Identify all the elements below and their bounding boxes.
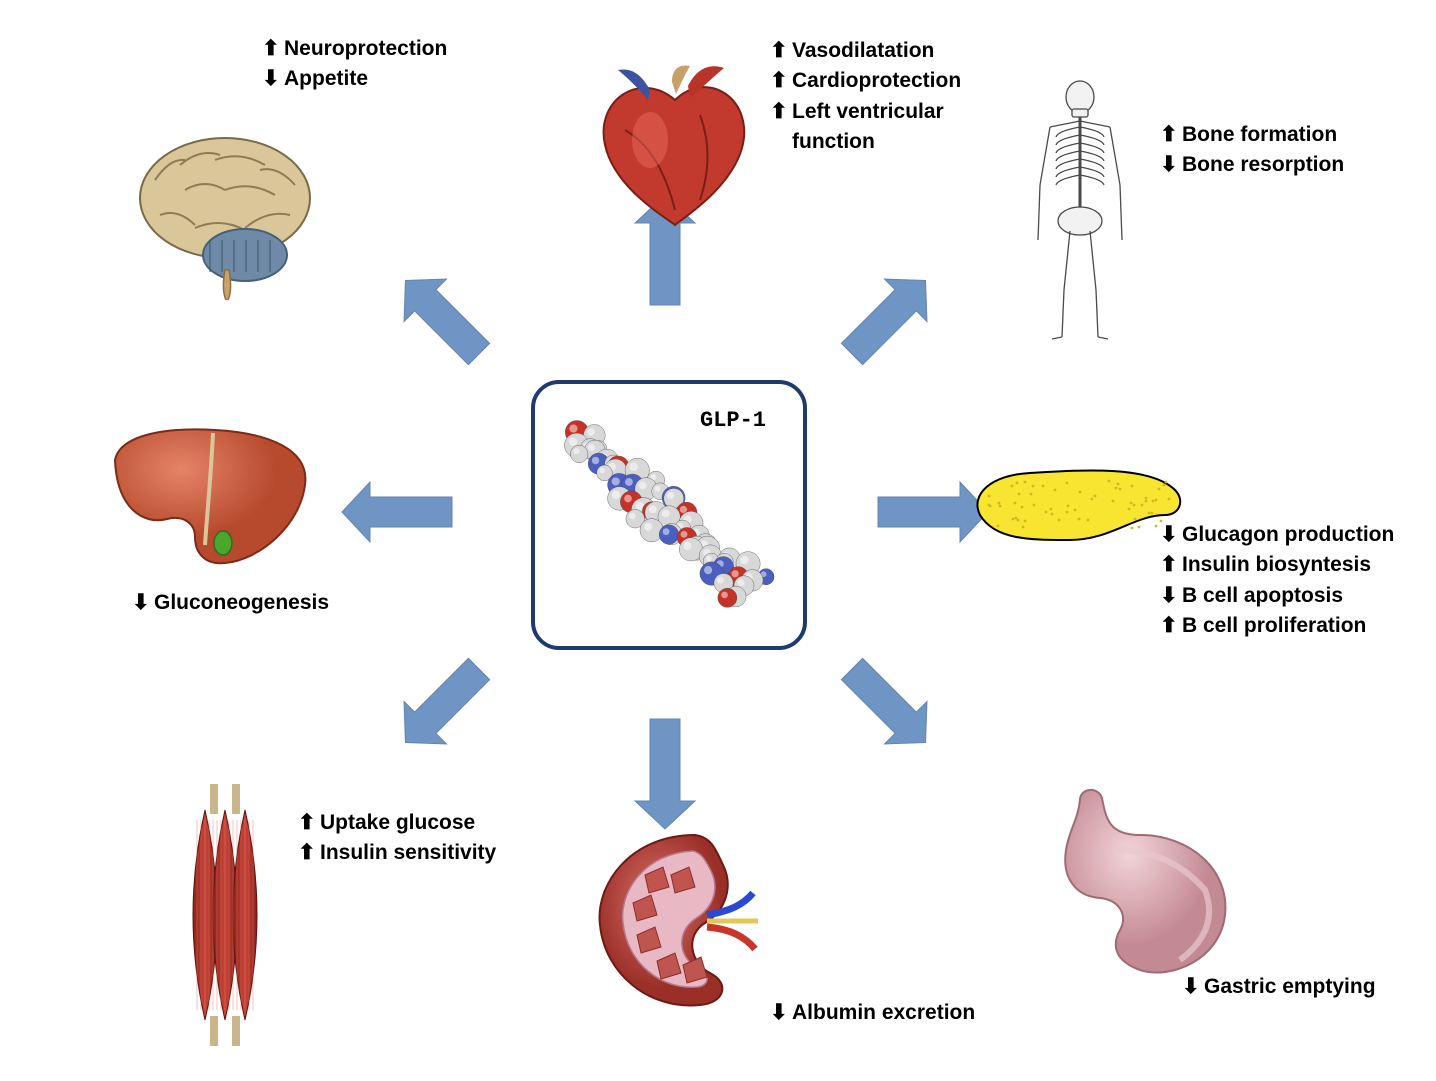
effect-text: Gluconeogenesis bbox=[154, 588, 329, 618]
radial-arrow bbox=[831, 648, 947, 764]
arrow-up-icon: ⬆ bbox=[298, 838, 314, 868]
effect-text: Left ventricular bbox=[792, 97, 944, 127]
arrow-up-icon: ⬆ bbox=[770, 66, 786, 96]
effects-muscle: ⬆Uptake glucose⬆Insulin sensitivity bbox=[298, 808, 496, 869]
organ-kidney bbox=[575, 815, 760, 1015]
effect-text: Glucagon production bbox=[1182, 520, 1394, 550]
effect-text: Insulin biosyntesis bbox=[1182, 550, 1371, 580]
organ-heart bbox=[580, 60, 755, 235]
effects-pancreas: ⬇Glucagon production⬆Insulin biosyntesis… bbox=[1160, 520, 1394, 642]
arrow-down-icon: ⬇ bbox=[132, 588, 148, 618]
effect-text: Insulin sensitivity bbox=[320, 838, 496, 868]
effect-line: function bbox=[770, 127, 961, 157]
radial-arrow bbox=[831, 259, 947, 375]
arrow-down-icon: ⬇ bbox=[1160, 520, 1176, 550]
effect-text: Neuroprotection bbox=[284, 34, 447, 64]
effect-line: ⬇B cell apoptosis bbox=[1160, 581, 1394, 611]
effect-line: ⬆Uptake glucose bbox=[298, 808, 496, 838]
arrow-up-icon: ⬆ bbox=[262, 34, 278, 64]
arrow-down-icon: ⬇ bbox=[262, 64, 278, 94]
radial-arrow bbox=[635, 719, 695, 829]
effects-stomach: ⬇Gastric emptying bbox=[1182, 972, 1376, 1002]
arrow-up-icon: ⬆ bbox=[1160, 611, 1176, 641]
arrow-down-icon: ⬇ bbox=[1160, 581, 1176, 611]
effect-text: B cell apoptosis bbox=[1182, 581, 1343, 611]
effect-text: Albumin excretion bbox=[792, 998, 975, 1028]
effects-heart: ⬆Vasodilatation⬆Cardioprotection⬆Left ve… bbox=[770, 36, 961, 158]
effect-line: ⬇Appetite bbox=[262, 64, 447, 94]
effect-text: Cardioprotection bbox=[792, 66, 961, 96]
arrow-up-icon: ⬆ bbox=[770, 97, 786, 127]
organ-stomach bbox=[1020, 780, 1250, 990]
radial-arrow bbox=[384, 259, 500, 375]
effect-text: function bbox=[792, 127, 875, 157]
radial-arrow bbox=[384, 648, 500, 764]
organ-pancreas bbox=[960, 445, 1190, 565]
arrow-down-icon: ⬇ bbox=[1160, 150, 1176, 180]
effects-skeleton: ⬆Bone formation⬇Bone resorption bbox=[1160, 120, 1344, 181]
effect-line: ⬇Gastric emptying bbox=[1182, 972, 1376, 1002]
effect-line: ⬆Cardioprotection bbox=[770, 66, 961, 96]
effect-line: ⬆Neuroprotection bbox=[262, 34, 447, 64]
arrow-up-icon: ⬆ bbox=[770, 36, 786, 66]
effect-text: Gastric emptying bbox=[1204, 972, 1376, 1002]
effect-text: Bone formation bbox=[1182, 120, 1337, 150]
effect-line: ⬆Insulin biosyntesis bbox=[1160, 550, 1394, 580]
arrow-up-icon: ⬆ bbox=[298, 808, 314, 838]
effect-line: ⬇Bone resorption bbox=[1160, 150, 1344, 180]
organ-liver bbox=[95, 415, 320, 575]
effects-liver: ⬇Gluconeogenesis bbox=[132, 588, 329, 618]
effects-brain: ⬆Neuroprotection⬇Appetite bbox=[262, 34, 447, 95]
effects-kidney: ⬇Albumin excretion bbox=[770, 998, 975, 1028]
effect-text: B cell proliferation bbox=[1182, 611, 1366, 641]
effect-text: Uptake glucose bbox=[320, 808, 475, 838]
effect-line: ⬆Insulin sensitivity bbox=[298, 838, 496, 868]
effect-line: ⬇Glucagon production bbox=[1160, 520, 1394, 550]
effect-line: ⬆Bone formation bbox=[1160, 120, 1344, 150]
organ-skeleton bbox=[1010, 75, 1150, 345]
effect-line: ⬆B cell proliferation bbox=[1160, 611, 1394, 641]
effect-line: ⬇Albumin excretion bbox=[770, 998, 975, 1028]
arrow-down-icon: ⬇ bbox=[1182, 972, 1198, 1002]
effect-text: Vasodilatation bbox=[792, 36, 934, 66]
organ-brain bbox=[125, 120, 325, 300]
effect-text: Bone resorption bbox=[1182, 150, 1344, 180]
arrow-up-icon: ⬆ bbox=[1160, 550, 1176, 580]
arrow-up-icon: ⬆ bbox=[1160, 120, 1176, 150]
organ-muscle bbox=[160, 780, 290, 1050]
effect-line: ⬇Gluconeogenesis bbox=[132, 588, 329, 618]
radial-arrow bbox=[342, 482, 452, 542]
effect-line: ⬆Left ventricular bbox=[770, 97, 961, 127]
arrow-down-icon: ⬇ bbox=[770, 998, 786, 1028]
effect-text: Appetite bbox=[284, 64, 368, 94]
effect-line: ⬆Vasodilatation bbox=[770, 36, 961, 66]
